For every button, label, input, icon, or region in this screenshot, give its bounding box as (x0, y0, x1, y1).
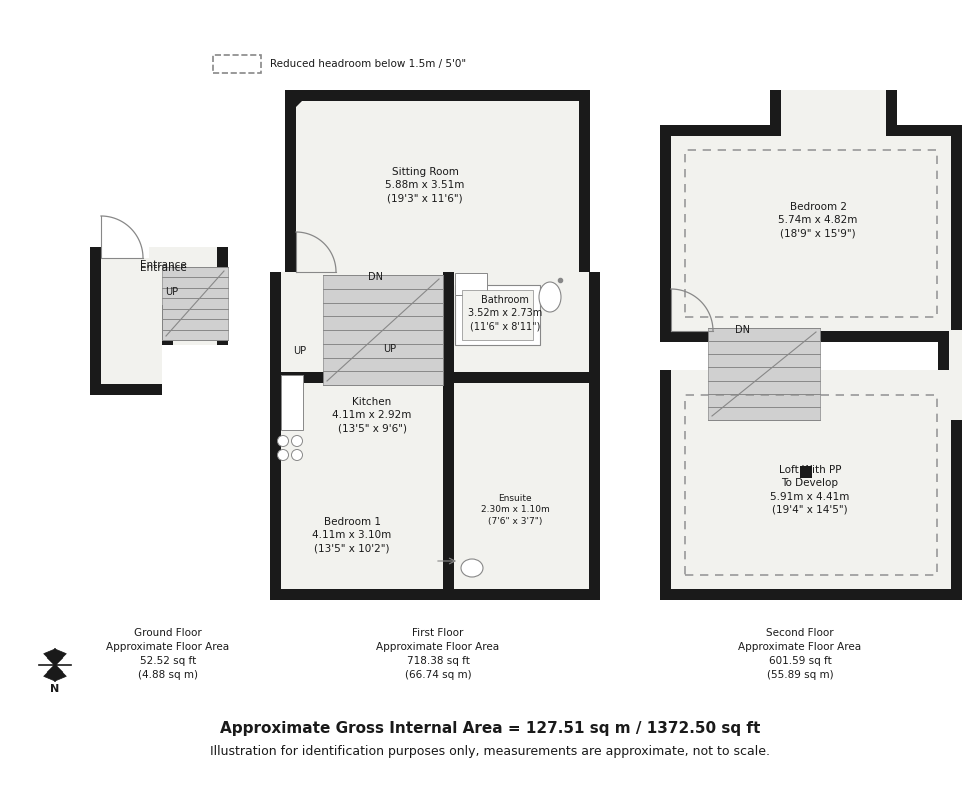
Text: Kitchen
4.11m x 2.92m
(13'5" x 9'6"): Kitchen 4.11m x 2.92m (13'5" x 9'6") (332, 397, 412, 433)
Ellipse shape (461, 559, 483, 577)
Bar (708, 328, 820, 420)
Text: UP: UP (293, 346, 307, 356)
Text: Entrance: Entrance (139, 263, 186, 273)
Bar (270, 272, 600, 600)
Bar (949, 330, 962, 420)
Ellipse shape (277, 436, 288, 446)
Bar (213, 55, 261, 73)
Bar (454, 476, 586, 586)
Text: Loft With PP
To Develop
5.91m x 4.41m
(19'4" x 14'5"): Loft With PP To Develop 5.91m x 4.41m (1… (770, 465, 850, 515)
Ellipse shape (291, 449, 303, 460)
Bar (443, 541, 454, 581)
Bar (162, 345, 228, 395)
Ellipse shape (277, 449, 288, 460)
Bar (800, 466, 812, 478)
Bar (671, 136, 951, 331)
Text: Ground Floor
Approximate Floor Area
52.52 sq ft
(4.88 sq m): Ground Floor Approximate Floor Area 52.5… (107, 628, 229, 680)
Bar (660, 125, 962, 342)
Text: Bedroom 1
4.11m x 3.10m
(13'5" x 10'2"): Bedroom 1 4.11m x 3.10m (13'5" x 10'2") (313, 517, 392, 553)
Bar (455, 285, 540, 345)
Bar (90, 247, 228, 395)
Ellipse shape (539, 282, 561, 312)
Bar (296, 261, 579, 272)
Text: Sitting Room
5.88m x 3.51m
(19'3" x 11'6"): Sitting Room 5.88m x 3.51m (19'3" x 11'6… (385, 167, 465, 203)
Text: Ensuite
2.30m x 1.10m
(7'6" x 3'7"): Ensuite 2.30m x 1.10m (7'6" x 3'7") (480, 494, 550, 526)
Polygon shape (285, 90, 313, 118)
Bar (781, 90, 886, 128)
Bar (162, 305, 173, 345)
Polygon shape (44, 649, 67, 665)
Bar (296, 101, 579, 272)
Bar (462, 290, 533, 340)
Bar (455, 273, 487, 295)
Text: Approximate Gross Internal Area = 127.51 sq m / 1372.50 sq ft: Approximate Gross Internal Area = 127.51… (220, 721, 760, 736)
Bar (770, 90, 897, 128)
Bar (162, 267, 228, 340)
Text: Reduced headroom below 1.5m / 5'0": Reduced headroom below 1.5m / 5'0" (270, 59, 466, 69)
Text: UP: UP (166, 287, 178, 297)
Polygon shape (44, 665, 67, 681)
Bar (281, 372, 443, 383)
Bar (454, 372, 589, 383)
Text: Bedroom 2
5.74m x 4.82m
(18'9" x 15'9"): Bedroom 2 5.74m x 4.82m (18'9" x 15'9") (778, 202, 858, 238)
Bar (671, 370, 951, 381)
Bar (781, 117, 886, 128)
Text: Bathroom
3.52m x 2.73m
(11'6" x 8'11"): Bathroom 3.52m x 2.73m (11'6" x 8'11") (467, 295, 542, 331)
Text: DN: DN (734, 325, 750, 335)
Bar (101, 247, 149, 258)
Text: Second Floor
Approximate Floor Area
601.59 sq ft
(55.89 sq m): Second Floor Approximate Floor Area 601.… (739, 628, 861, 680)
Bar (285, 90, 590, 272)
Text: DN: DN (368, 272, 382, 282)
Bar (101, 247, 217, 384)
Bar (443, 272, 454, 589)
Text: Illustration for identification purposes only, measurements are approximate, not: Illustration for identification purposes… (210, 745, 770, 759)
Bar (443, 465, 597, 597)
Bar (671, 370, 951, 589)
Text: Entrance: Entrance (139, 260, 186, 270)
Ellipse shape (291, 436, 303, 446)
Bar (281, 375, 303, 430)
Bar (781, 125, 886, 136)
Bar (938, 330, 962, 420)
Text: N: N (50, 684, 60, 694)
Bar (660, 370, 962, 600)
Text: First Floor
Approximate Floor Area
718.38 sq ft
(66.74 sq m): First Floor Approximate Floor Area 718.3… (376, 628, 500, 680)
Bar (323, 275, 443, 385)
Text: UP: UP (383, 344, 397, 354)
Bar (281, 272, 589, 589)
